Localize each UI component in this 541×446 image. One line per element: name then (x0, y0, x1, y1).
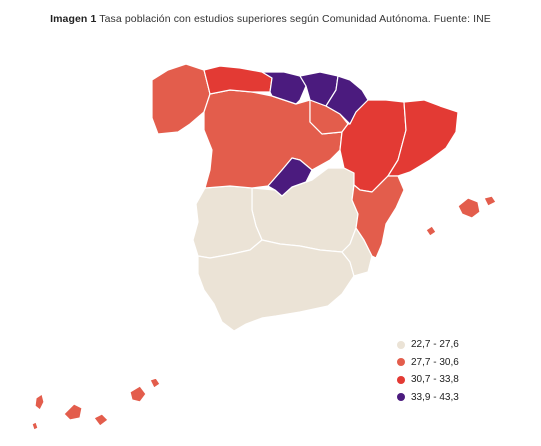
legend-swatch (397, 358, 405, 367)
legend-item: 30,7 - 33,8 (397, 371, 459, 389)
legend-item: 27,7 - 30,6 (397, 354, 459, 372)
map-caption: Imagen 1 Tasa población con estudios sup… (0, 13, 541, 25)
region-cantabria (261, 71, 307, 105)
legend-swatch (397, 375, 405, 384)
legend-swatch (397, 393, 405, 402)
region-cataluna (387, 99, 459, 177)
legend-item: 22,7 - 27,6 (397, 336, 459, 354)
region-madrid (267, 157, 313, 197)
legend-label: 33,9 - 43,3 (411, 391, 459, 403)
legend-label: 30,7 - 33,8 (411, 374, 459, 386)
legend-swatch (397, 340, 405, 349)
region-andalucia (197, 239, 355, 332)
region-comunidad-valenciana (351, 175, 405, 259)
legend-label: 22,7 - 27,6 (411, 339, 459, 351)
legend-item: 33,9 - 43,3 (397, 389, 459, 407)
map-legend: 22,7 - 27,6 27,7 - 30,6 30,7 - 33,8 33,9… (397, 336, 459, 406)
legend-label: 27,7 - 30,6 (411, 356, 459, 368)
region-extremadura (192, 185, 263, 259)
caption-label: Imagen 1 (50, 13, 97, 25)
region-baleares (425, 195, 497, 237)
region-galicia (151, 63, 211, 135)
region-canarias (31, 377, 161, 431)
caption-text: Tasa población con estudios superiores s… (99, 13, 491, 25)
region-asturias (203, 65, 273, 95)
